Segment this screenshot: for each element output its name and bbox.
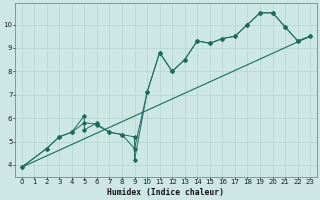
X-axis label: Humidex (Indice chaleur): Humidex (Indice chaleur) bbox=[108, 188, 224, 197]
